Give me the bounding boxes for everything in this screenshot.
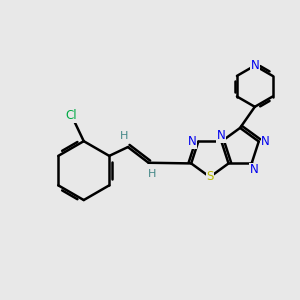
Text: N: N (188, 135, 197, 148)
Text: S: S (206, 170, 214, 184)
Text: Cl: Cl (66, 109, 77, 122)
Text: N: N (261, 135, 270, 148)
Text: N: N (250, 163, 258, 176)
Text: N: N (250, 59, 259, 72)
Text: H: H (148, 169, 156, 178)
Text: N: N (217, 129, 226, 142)
Text: H: H (120, 131, 129, 141)
